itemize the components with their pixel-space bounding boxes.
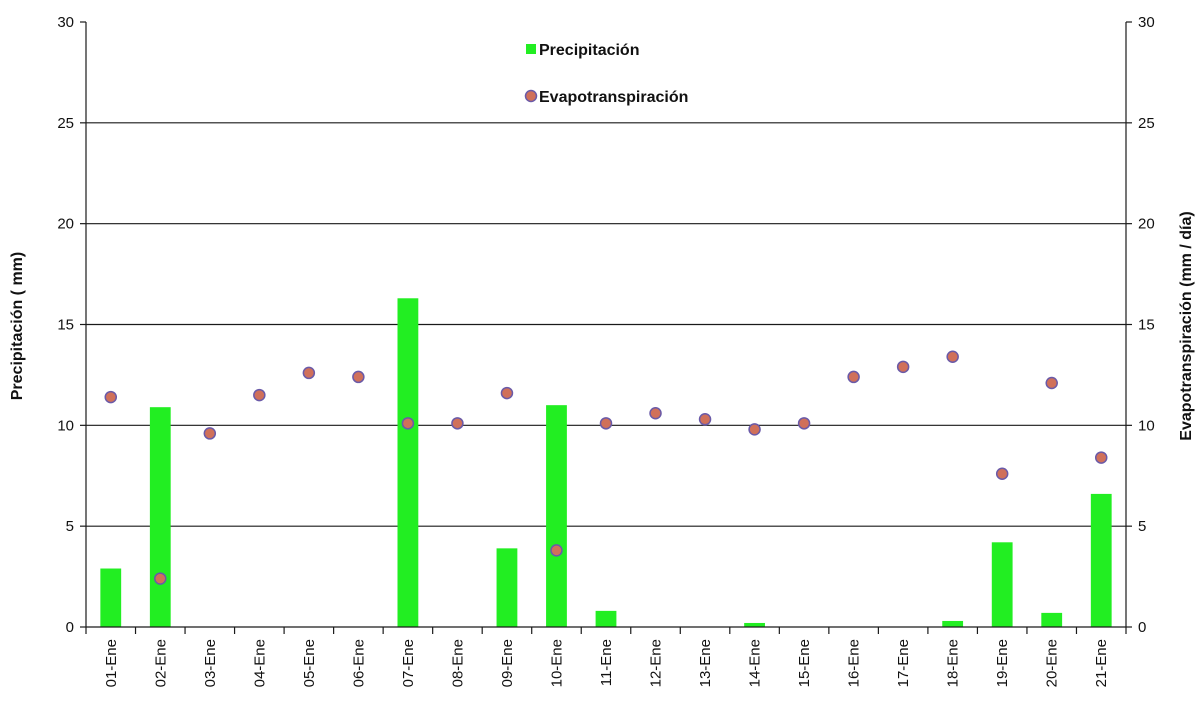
y-right-tick-label: 15 xyxy=(1138,317,1155,334)
evapotranspiration-point xyxy=(203,427,217,440)
y-right-tick-label: 20 xyxy=(1138,216,1155,233)
evapotranspiration-point xyxy=(995,467,1009,480)
precipitation-bar xyxy=(595,610,617,627)
precipitation-bar xyxy=(942,620,964,627)
evapotranspiration-point xyxy=(698,413,712,426)
y-axis-left-ticks: 0 5 10 15 20 25 30 xyxy=(57,14,86,636)
legend-label-evapotranspiration: Evapotranspiración xyxy=(539,89,688,106)
evapotranspiration-point xyxy=(1094,451,1108,464)
precipitation-bar xyxy=(397,298,419,627)
precipitation-bar xyxy=(496,548,518,627)
x-tick-label: 09-Ene xyxy=(499,639,516,687)
x-tick-label: 01-Ene xyxy=(103,639,120,687)
y-right-tick-label: 30 xyxy=(1138,14,1155,31)
x-tick-label: 07-Ene xyxy=(400,639,417,687)
x-tick-label: 19-Ene xyxy=(994,639,1011,687)
y-axis-right-title: Evapotranspiración (mm / día) xyxy=(1178,211,1195,440)
x-tick-label: 04-Ene xyxy=(251,639,268,687)
legend-label-precipitation: Precipitación xyxy=(539,42,639,59)
precipitation-bar xyxy=(149,407,171,627)
y-axis-left-title: Precipitación ( mm) xyxy=(9,252,26,400)
x-tick-label: 08-Ene xyxy=(449,639,466,687)
x-tick-label: 14-Ene xyxy=(747,639,764,687)
evapotranspiration-point xyxy=(302,366,316,380)
evapotranspiration-point xyxy=(253,388,266,402)
x-tick-label: 06-Ene xyxy=(350,639,367,687)
legend-swatch-precipitation xyxy=(526,44,536,54)
x-tick-label: 11-Ene xyxy=(598,639,615,686)
y-right-tick-label: 10 xyxy=(1138,417,1155,434)
evapotranspiration-point xyxy=(104,390,118,404)
evapotranspiration-point xyxy=(896,360,910,374)
evapotranspiration-points xyxy=(104,350,1108,585)
y-left-tick-label: 20 xyxy=(57,216,74,233)
evapotranspiration-point xyxy=(1045,376,1058,390)
y-right-tick-label: 25 xyxy=(1138,115,1155,132)
evapotranspiration-point xyxy=(797,417,811,430)
x-tick-label: 17-Ene xyxy=(895,639,912,687)
x-axis-ticks: 01-Ene 02-Ene 03-Ene 04-Ene 05-Ene 06-Ene 07-E… xyxy=(85,627,1127,687)
precipitation-bar xyxy=(1090,493,1112,627)
evapotranspiration-point xyxy=(401,417,415,430)
evapotranspiration-point xyxy=(847,370,860,384)
x-tick-label: 16-Ene xyxy=(846,639,863,687)
evapotranspiration-point xyxy=(748,423,761,436)
y-right-tick-label: 5 xyxy=(1138,518,1146,535)
x-tick-label: 21-Ene xyxy=(1093,639,1110,687)
precipitation-bar xyxy=(991,542,1013,627)
x-tick-label: 12-Ene xyxy=(648,639,665,687)
y-left-tick-label: 10 xyxy=(57,417,74,434)
legend-marker-evapotranspiration xyxy=(524,89,538,103)
y-right-tick-label: 0 xyxy=(1138,619,1146,636)
evapotranspiration-point xyxy=(500,386,514,400)
evapotranspiration-point xyxy=(550,544,563,557)
y-left-tick-label: 15 xyxy=(57,317,74,334)
precipitation-bar xyxy=(744,622,765,627)
precipitation-bar xyxy=(546,405,567,627)
x-tick-label: 15-Ene xyxy=(796,639,813,687)
x-tick-label: 03-Ene xyxy=(202,639,219,687)
evapotranspiration-point xyxy=(649,406,662,420)
x-tick-label: 13-Ene xyxy=(697,639,714,687)
evapotranspiration-point xyxy=(154,572,167,585)
y-left-tick-label: 25 xyxy=(57,115,74,132)
x-tick-label: 05-Ene xyxy=(301,639,318,687)
evapotranspiration-point xyxy=(946,350,959,364)
precipitation-bars xyxy=(100,298,1112,627)
y-left-tick-label: 0 xyxy=(66,619,74,636)
y-left-tick-label: 30 xyxy=(57,14,74,31)
gridlines xyxy=(86,122,1126,527)
x-tick-label: 02-Ene xyxy=(152,639,169,687)
x-tick-label: 18-Ene xyxy=(945,639,962,687)
precipitation-bar xyxy=(1041,612,1063,627)
y-axis-right-ticks: 0 5 10 15 20 25 30 xyxy=(1126,14,1155,636)
legend: Precipitación Evapotranspiración xyxy=(524,42,688,106)
x-tick-label: 20-Ene xyxy=(1044,639,1061,687)
x-tick-label: 10-Ene xyxy=(548,639,565,687)
evapotranspiration-point xyxy=(352,370,365,384)
precipitation-bar xyxy=(100,568,122,627)
evapotranspiration-point xyxy=(451,417,464,430)
y-left-tick-label: 5 xyxy=(66,518,74,535)
evapotranspiration-point xyxy=(599,417,613,430)
